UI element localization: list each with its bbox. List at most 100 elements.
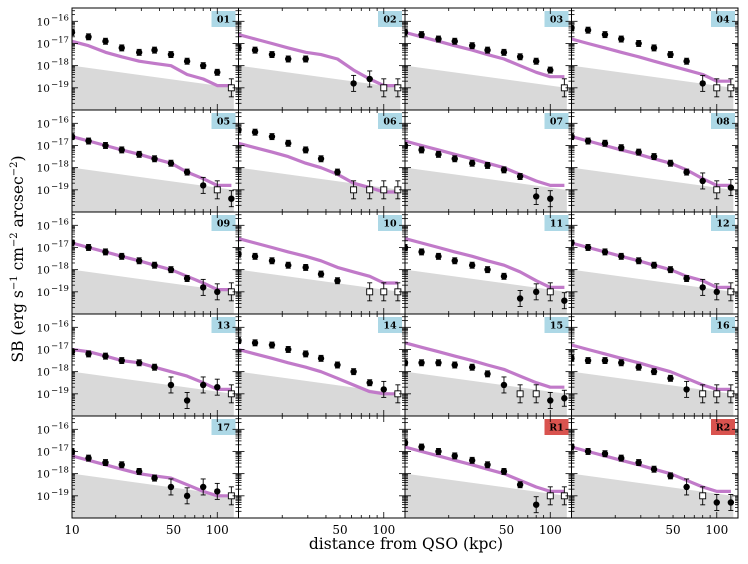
panel-R1: R1 [404,415,572,519]
panel-plot-area [571,343,735,416]
data-point [251,339,259,347]
model-line [405,445,565,493]
data-point [238,44,242,52]
noise-band [571,167,734,212]
y-tick-exponent: −19 [51,80,69,90]
panel-plot-area [72,239,235,314]
data-point [484,461,491,468]
data-point [435,151,442,158]
data-point [118,253,125,260]
data-point [484,162,491,169]
data-point [547,397,554,404]
panel-tag-label: 12 [716,219,729,230]
noise-band [571,65,734,110]
model-line [571,343,731,391]
data-point [285,140,292,147]
data-point [484,266,491,273]
data-point [468,262,476,269]
noise-band [72,65,234,110]
data-point [405,29,409,36]
panel-plot-area [238,237,402,314]
x-tick-label: 10 [64,523,79,537]
panel-frame [238,415,406,519]
y-tick-base: 10 [37,185,50,197]
data-point [561,297,568,304]
panel-tag-box [211,317,236,333]
data-point [85,350,92,358]
data-point [584,137,592,145]
panel-tag-box [544,215,569,231]
data-point [584,448,592,455]
data-point [350,368,357,375]
panel-plot-area [72,448,235,518]
model-line [238,33,398,88]
data-point [468,42,476,49]
data-point [635,364,642,371]
data-point [468,160,476,167]
data-point [418,359,425,366]
data-point [667,160,674,167]
y-tick-label: 10 [37,287,50,299]
y-tick-label: 10 [37,446,50,458]
y-tick-label: 10 [37,140,50,152]
y-tick-exponent: −17 [51,137,69,147]
data-point [151,474,158,482]
data-point [334,277,341,284]
data-point [135,257,143,264]
data-point [683,275,690,282]
panel-tag-label: 11 [550,219,563,230]
panel-tag-label: 15 [550,321,563,332]
data-point [713,288,720,296]
noise-band [405,473,567,518]
panel-tag-label: 02 [383,15,396,26]
data-point [468,364,476,371]
y-axis-label-main: SB (erg s [9,290,27,362]
data-point [484,46,491,54]
x-tick-label: 100 [372,523,395,537]
y-tick-exponent: −17 [51,35,69,45]
data-point [151,46,158,54]
y-tick-exponent: −17 [51,239,69,249]
data-point [500,381,508,389]
y-tick-base: 10 [37,220,50,232]
y-tick-label: 10 [37,242,50,254]
data-point [167,51,175,58]
panel-tag-label: 08 [716,117,730,128]
y-tick-label: 10 [37,265,50,277]
x-tick-label: 50 [499,523,514,537]
noise-band [238,65,401,110]
data-point [713,499,720,506]
data-point [102,142,109,149]
data-point [350,80,357,87]
panel-tag-box [711,11,735,27]
data-point [650,44,658,52]
data-point [618,253,625,260]
panel-plot-area [405,28,568,110]
data-point [72,239,76,247]
data-point [532,193,540,200]
panel-tag-label: 13 [217,321,230,332]
data-point [183,275,191,282]
panel-tag-label: 17 [217,423,230,434]
panel-tag-label: 14 [383,321,397,332]
data-point [366,75,373,83]
data-point [167,266,175,273]
y-tick-label: 10 [37,424,50,436]
data-point [167,160,175,167]
data-point [199,182,207,189]
panel-plot-area [571,239,735,314]
data-point [516,173,524,180]
data-point [285,55,292,63]
panel-tag-box [211,215,236,231]
data-point [118,44,125,52]
data-point [699,177,706,185]
panel-tag-label: R1 [549,423,564,434]
data-point [683,483,690,491]
panel-tag-box [544,11,569,27]
panel-tag-label: 06 [383,117,397,128]
data-point [683,386,690,393]
y-tick-exponent: −16 [51,13,69,23]
data-point [500,166,508,174]
panel-13: 13 [71,313,239,417]
y-axis-label-end: ) [9,155,27,161]
